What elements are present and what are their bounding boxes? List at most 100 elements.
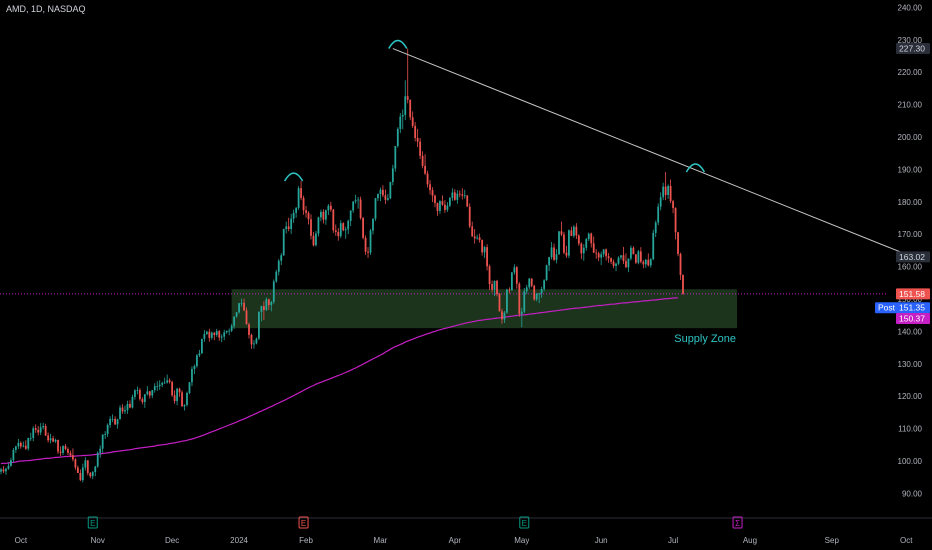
candle-body <box>575 226 578 236</box>
candle-body <box>508 289 511 291</box>
candle-body <box>530 278 533 286</box>
candle-body <box>329 205 332 210</box>
resistance-trendline[interactable] <box>392 48 909 256</box>
candle-body <box>448 197 451 206</box>
candle-body <box>235 312 238 317</box>
candle-body <box>305 210 307 213</box>
candle-body <box>79 472 82 481</box>
candle-body <box>515 267 518 284</box>
candle-body <box>64 446 67 450</box>
candle-body <box>101 434 104 449</box>
candle-body <box>166 380 169 383</box>
ma-price-tag: 150.37 <box>899 313 925 323</box>
candle-body <box>315 233 317 246</box>
candle-body <box>285 226 288 230</box>
candle-body <box>439 201 441 211</box>
candle-body <box>161 382 164 385</box>
earnings-marker-box[interactable] <box>298 516 309 529</box>
candle-body <box>148 391 151 396</box>
candle-body <box>253 343 255 345</box>
candle-body <box>47 435 50 441</box>
candle-body <box>339 223 342 237</box>
time-tick-label: Apr <box>449 536 462 545</box>
candle-body <box>14 446 17 450</box>
candle-body <box>444 204 446 210</box>
post-market-label: Post <box>878 303 896 313</box>
candle-body <box>483 247 486 253</box>
candle-body <box>295 207 298 213</box>
candle-body <box>533 285 536 300</box>
candle-body <box>119 407 121 420</box>
candle-body <box>431 190 434 196</box>
candle-body <box>39 427 42 433</box>
candle-body <box>503 312 506 320</box>
candle-body <box>451 192 454 198</box>
earnings-marker: E <box>522 519 527 528</box>
candle-body <box>446 205 449 210</box>
candle-body <box>496 280 498 295</box>
candle-body <box>657 206 660 223</box>
candle-body <box>22 445 25 447</box>
candle-body <box>518 283 521 314</box>
price-axis[interactable]: 90.00 100.00 110.00 120.00 130.00 140.00 150.0… <box>898 3 923 498</box>
earnings-marker-box[interactable] <box>519 516 530 529</box>
candle-body <box>612 261 615 266</box>
time-tick-label: Feb <box>299 536 313 545</box>
candle-body <box>62 446 64 453</box>
candle-body <box>674 207 677 233</box>
candle-body <box>136 390 139 391</box>
price-tick-label: 110.00 <box>898 425 922 434</box>
candle-body <box>230 325 233 331</box>
time-tick-label: May <box>514 536 529 545</box>
chart-title: AMD, 1D, NASDAQ <box>6 4 86 14</box>
price-tick-label: 210.00 <box>898 101 923 110</box>
candle-body <box>607 256 610 259</box>
candle-body <box>488 266 491 285</box>
candle-body <box>349 210 352 221</box>
candle-body <box>191 368 193 383</box>
candle-body <box>171 381 174 396</box>
candle-body <box>200 338 203 354</box>
candle-body <box>126 403 129 411</box>
candle-body <box>528 278 531 288</box>
candle-body <box>72 455 74 460</box>
time-tick-label: Jul <box>668 536 678 545</box>
candle-body <box>297 188 300 208</box>
candle-body <box>498 294 501 312</box>
candle-body <box>196 355 198 367</box>
candle-body <box>223 332 226 337</box>
dividend-marker: Σ <box>735 519 740 528</box>
earnings-marker-box[interactable] <box>87 516 98 529</box>
candle-body <box>181 392 183 407</box>
candle-body <box>672 201 674 208</box>
candle-body <box>342 223 345 231</box>
candle-body <box>540 288 543 294</box>
candle-body <box>111 418 114 420</box>
post-market-label-bg <box>875 302 897 314</box>
dividend-marker-box[interactable] <box>732 516 743 529</box>
candle-body <box>362 218 364 238</box>
candle-body <box>131 396 134 408</box>
time-tick-label: Aug <box>743 536 757 545</box>
candle-body <box>587 233 590 240</box>
candle-body <box>543 280 546 289</box>
price-tick-label: 240.00 <box>898 3 923 12</box>
candle-body <box>359 199 362 218</box>
candle-body <box>302 197 305 211</box>
candle-body <box>275 271 278 282</box>
candle-body <box>585 239 588 248</box>
price-tick-label: 100.00 <box>898 457 923 466</box>
level-price-tag-bg <box>896 251 930 263</box>
candle-body <box>243 302 245 311</box>
candle-body <box>334 230 337 232</box>
price-tick-label: 150.00 <box>898 295 923 304</box>
candle-body <box>550 247 553 258</box>
level-price-tag: 163.02 <box>899 252 925 262</box>
candle-body <box>205 331 208 334</box>
candle-body <box>424 165 426 174</box>
candle-body <box>34 428 37 430</box>
time-axis[interactable]: Oct Nov Dec 2024 Feb Mar Apr May Jun Jul Aug Sep Oct <box>15 536 914 545</box>
